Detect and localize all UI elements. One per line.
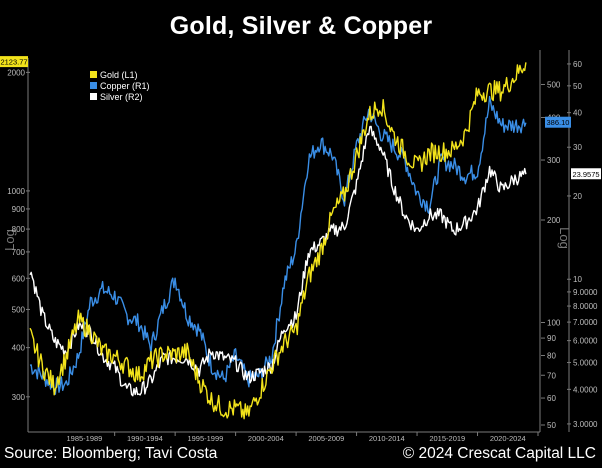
legend-swatch-2 [90,93,97,100]
right2-tick-5: 10 [573,275,582,284]
footer-copyright: © 2024 Crescat Capital LLC [402,445,596,462]
left-tick-7: 400 [12,344,26,353]
series-line-copper [29,95,527,395]
copper-value-tag [545,116,571,128]
left-tick-4: 700 [12,248,26,257]
left-tick-1: 1000 [7,187,25,196]
right2-tick-0: 60 [573,60,582,69]
x-tick-5: 2010-2014 [369,434,405,443]
x-tick-6: 2015-2019 [429,434,465,443]
legend-label-1: Copper (R1) [100,81,150,91]
left-tick-3: 800 [12,225,26,234]
left-tick-8: 300 [12,393,26,402]
series-line-gold [29,62,527,420]
footer-source: Source: Bloomberg; Tavi Costa [4,445,218,462]
left-tick-0: 2000 [7,68,25,77]
legend-label-0: Gold (L1) [100,70,138,80]
x-tick-4: 2005-2009 [308,434,344,443]
axes [27,50,570,433]
right2-tick-12: 3.0000 [573,420,598,429]
legend-swatch-1 [90,82,97,89]
left-tick-2: 900 [12,205,26,214]
last-value-tags: 2123.77 386.10 23.9575 [0,56,601,180]
right2-tick-4: 20 [573,192,582,201]
left-tick-6: 500 [12,305,26,314]
series-lines [29,62,527,420]
legend: Gold (L1)Copper (R1)Silver (R2) [90,70,150,102]
right1-tick-0: 500 [547,80,561,89]
right2-tick-8: 7.0000 [573,318,598,327]
right2-tick-11: 4.0000 [573,385,598,394]
right2-tick-10: 5.0000 [573,359,598,368]
copper-value-text: 386.10 [547,118,570,127]
left-tick-labels: 2000 1000 900 800 700 600 500 400 300 [7,68,30,402]
left-tick-5: 600 [12,274,26,283]
gold-value-text: 2123.77 [0,58,27,67]
legend-swatch-0 [90,71,97,78]
right1-tick-7: 70 [547,371,556,380]
legend-label-2: Silver (R2) [100,92,143,102]
right1-tick-8: 60 [547,394,556,403]
silver-value-text: 23.9575 [572,170,599,179]
right1-tick-4: 100 [547,319,561,328]
right1-tick-3: 200 [547,216,561,225]
page-title: Gold, Silver & Copper [169,12,433,40]
right2-tick-1: 50 [573,82,582,91]
right1-tick-labels: 5004003002001009080706050 [541,80,561,430]
x-tick-1: 1990-1994 [127,434,163,443]
x-tick-2: 1995-1999 [187,434,223,443]
right1-tick-6: 80 [547,352,556,361]
right2-tick-2: 40 [573,109,582,118]
right2-tick-labels: 60 50 40 30 20 10 9.0000 8.0000 7.0000 6.0000 5.00… [567,60,598,429]
right1-tick-9: 50 [547,421,556,430]
x-tick-0: 1985-1989 [66,434,102,443]
right2-tick-6: 9.0000 [573,288,598,297]
silver-value-tag [571,168,601,180]
right-axis-label: Log [557,227,572,249]
left-axis-label: Log [2,229,17,251]
gold-value-tag [0,56,28,68]
x-tick-7: 2020-2024 [490,434,526,443]
right2-tick-3: 30 [573,143,582,152]
x-tick-3: 2000-2004 [248,434,284,443]
right1-tick-2: 300 [547,156,561,165]
right1-tick-5: 90 [547,334,556,343]
right2-tick-9: 6.0000 [573,337,598,346]
right2-tick-7: 8.0000 [573,302,598,311]
x-tick-labels: 1985-1989 1990-1994 1995-1999 2000-2004 2005… [66,432,539,443]
